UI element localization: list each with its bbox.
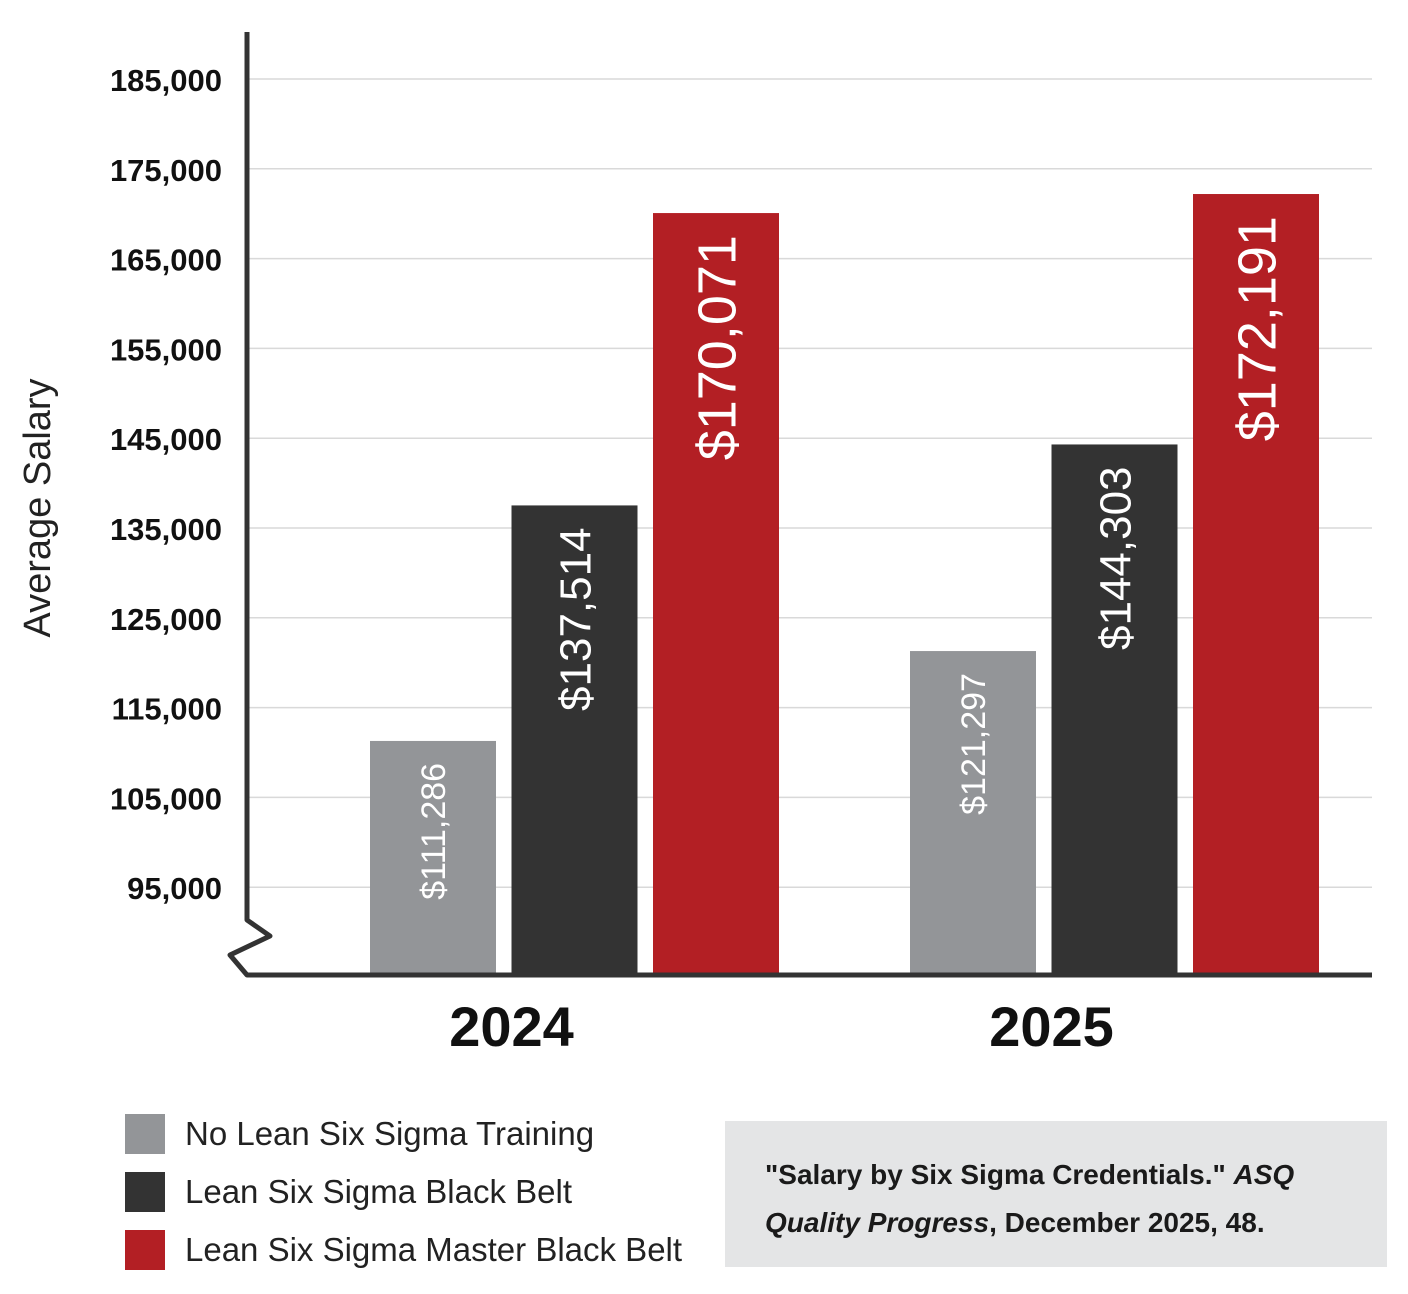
legend-label: No Lean Six Sigma Training [185, 1115, 595, 1152]
bar-black-belt [1051, 444, 1178, 973]
y-tick-label: 135,000 [110, 512, 222, 547]
y-tick-label: 95,000 [127, 871, 222, 906]
bar-chart: 95,000 105,000 115,000 125,000 135,000 145,00… [17, 32, 1372, 1058]
bar-no-training [910, 651, 1036, 973]
y-tick-label: 165,000 [110, 243, 222, 278]
citation-journal-part2: Quality Progress [765, 1207, 990, 1238]
bar-value-label: $170,071 [687, 235, 747, 460]
citation-box: "Salary by Six Sigma Credentials." ASQ Q… [725, 1121, 1387, 1267]
bar-no-training [370, 740, 496, 973]
y-tick-label: 125,000 [110, 602, 222, 637]
legend-swatch-no-training [125, 1114, 165, 1154]
y-axis-line [227, 32, 1372, 978]
bar-value-label: $137,514 [551, 527, 600, 711]
citation-date: , December 2025, 48. [989, 1207, 1265, 1238]
y-tick-label: 185,000 [110, 63, 222, 98]
bar-value-label: $121,297 [955, 673, 993, 815]
y-tick-labels: 95,000 105,000 115,000 125,000 135,000 145,00… [110, 63, 222, 906]
bar-value-label: $111,286 [415, 763, 453, 900]
legend-swatch-black-belt [125, 1172, 165, 1212]
legend-swatch-master-black-belt [125, 1230, 165, 1270]
citation-title: "Salary by Six Sigma Credentials." [765, 1159, 1226, 1190]
y-tick-label: 105,000 [110, 781, 222, 816]
y-tick-label: 115,000 [112, 692, 222, 727]
bar-value-label: $144,303 [1091, 466, 1140, 650]
x-tick-labels: 2024 2025 [449, 995, 1114, 1058]
bar-master-black-belt [1193, 194, 1319, 973]
y-tick-label: 155,000 [110, 332, 222, 367]
bar-value-label: $172,191 [1227, 216, 1287, 441]
bar-master-black-belt [653, 213, 779, 973]
legend-label: Lean Six Sigma Black Belt [185, 1173, 573, 1210]
legend: No Lean Six Sigma Training Lean Six Sigm… [125, 1105, 682, 1279]
legend-label: Lean Six Sigma Master Black Belt [185, 1231, 683, 1268]
bar-black-belt [511, 505, 638, 973]
bar-value-labels: $111,286 $137,514 $170,071 $121,297 $144,303… [415, 216, 1287, 900]
legend-item-no-training: No Lean Six Sigma Training [125, 1105, 682, 1163]
y-tick-label: 175,000 [110, 153, 222, 188]
x-tick-label: 2025 [989, 995, 1114, 1058]
x-tick-label: 2024 [449, 995, 574, 1058]
legend-item-black-belt: Lean Six Sigma Black Belt [125, 1163, 682, 1221]
legend-item-master-black-belt: Lean Six Sigma Master Black Belt [125, 1221, 682, 1279]
bars [370, 194, 1319, 973]
y-tick-label: 145,000 [110, 422, 222, 457]
citation-journal-part1: ASQ [1233, 1159, 1295, 1190]
y-axis-label: Average Salary [17, 378, 59, 637]
